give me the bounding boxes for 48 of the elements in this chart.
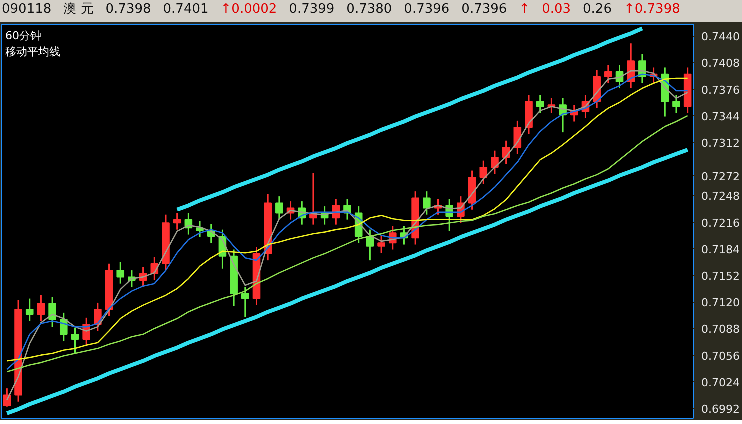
candlestick <box>173 212 182 231</box>
y-tick-label: 0.7216 <box>702 216 740 230</box>
candlestick <box>627 42 636 90</box>
text: 0.7396 <box>404 2 450 17</box>
y-tick-label: 0.7152 <box>702 270 740 284</box>
text: 0.7380 <box>346 2 392 17</box>
y-tick-label: 0.6992 <box>702 403 740 416</box>
candlestick <box>480 160 488 185</box>
candlestick <box>242 286 250 318</box>
candlestick <box>48 296 56 328</box>
candlestick <box>37 294 46 322</box>
candlestick <box>672 94 680 114</box>
text: 移动平均线 <box>6 46 60 58</box>
candlestick <box>276 196 284 221</box>
y-tick-label: 0.7344 <box>702 110 740 124</box>
candlestick <box>604 64 612 84</box>
text: 0.7398 <box>106 2 152 17</box>
y-tick-label: 0.7184 <box>702 243 740 256</box>
candlestick <box>378 236 386 254</box>
text: 0.7399 <box>289 2 335 17</box>
text: 0.7401 <box>163 2 209 17</box>
text: 60分钟 <box>6 30 42 42</box>
y-tick-label: 0.7248 <box>702 190 740 204</box>
text: 0.7396 <box>462 2 508 17</box>
y-tick-label: 0.7312 <box>702 137 740 150</box>
text: ↑0.7398 <box>624 2 680 17</box>
text: ↑ <box>519 2 530 17</box>
y-tick-label: 0.7272 <box>702 170 740 184</box>
y-tick-label: 0.7024 <box>702 376 740 390</box>
y-tick-label: 0.7376 <box>702 84 740 97</box>
y-tick-label: 0.7440 <box>702 30 740 44</box>
line-series <box>5 148 690 416</box>
y-tick-label: 0.7120 <box>702 296 740 310</box>
candlestick <box>536 94 544 114</box>
y-tick-label: 0.7088 <box>702 323 740 336</box>
text: ↑0.0002 <box>220 2 278 17</box>
text: 090118 <box>2 2 52 17</box>
candlestick <box>26 298 34 322</box>
candlestick <box>423 190 431 216</box>
candlestick <box>491 150 499 175</box>
text: 澳 元 <box>64 2 94 17</box>
line-series <box>175 26 644 212</box>
text: 0.26 <box>583 2 612 17</box>
y-tick-label: 0.7408 <box>702 57 740 70</box>
text: 0.03 <box>542 2 572 17</box>
y-tick-label: 0.7056 <box>702 350 740 363</box>
candlestick <box>116 261 125 285</box>
candlestick <box>71 327 80 356</box>
